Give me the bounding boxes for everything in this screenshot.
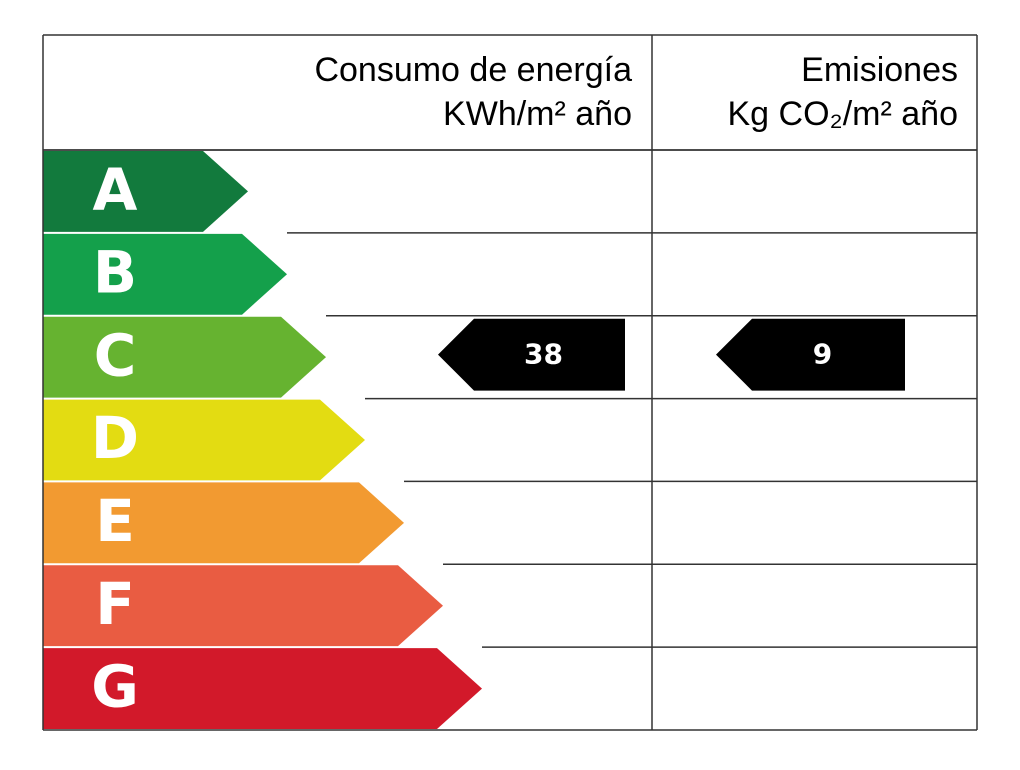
emissions-unit: Kg CO₂/m² año xyxy=(728,95,959,133)
rating-letter: F xyxy=(95,570,135,638)
rating-letter: E xyxy=(95,487,135,555)
value-label: 9 xyxy=(813,338,832,371)
consumption-unit: KWh/m² año xyxy=(443,95,632,133)
value-pointer xyxy=(438,318,625,391)
rating-arrow xyxy=(43,565,443,647)
rating-arrow xyxy=(43,316,326,398)
rating-arrow xyxy=(43,482,404,564)
value-pointer xyxy=(716,318,905,391)
rating-arrow xyxy=(43,399,365,481)
rating-letter: G xyxy=(91,653,139,721)
rating-arrow xyxy=(43,648,482,729)
rating-letter: D xyxy=(91,404,139,472)
value-label: 38 xyxy=(524,338,563,371)
rating-letter: B xyxy=(93,238,137,306)
rating-arrow xyxy=(43,151,248,232)
rating-letter: C xyxy=(94,321,137,389)
consumption-title: Consumo de energía xyxy=(314,51,632,89)
rating-letter: A xyxy=(93,156,138,224)
emissions-title: Emisiones xyxy=(801,51,958,89)
rating-arrow xyxy=(43,233,287,315)
